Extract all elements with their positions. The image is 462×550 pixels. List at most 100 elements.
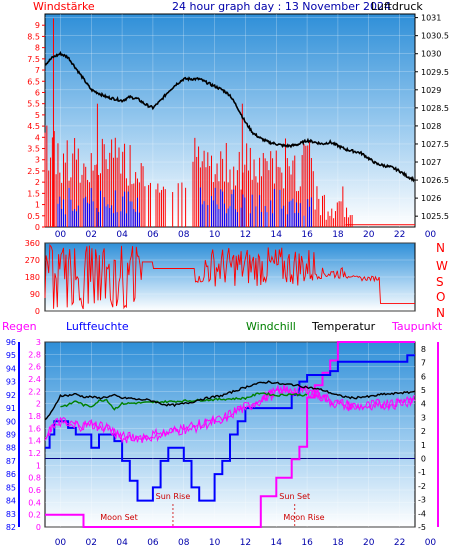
humidity-tick-label: 86 [6,470,16,479]
wind-tick-label: 8.5 [27,32,40,41]
wind-tick-label: 4 [35,133,40,142]
time-tick-label: 12 [240,538,251,548]
direction-tick-label: 90 [30,290,40,299]
time-tick-label: 00 [425,230,437,240]
rain-tick-label: 2.4 [28,375,41,384]
time-tick-label: 20 [363,230,375,240]
temperature-tick-label: 3 [421,413,426,422]
dewpoint-line [44,380,416,421]
pressure-tick-label: 1026.5 [421,176,449,185]
pressure-tick-label: 1026 [421,194,441,203]
temperature-tick-label: 8 [421,345,426,354]
humidity-tick-label: 95 [6,351,16,360]
astro-annotation: Moon Rise [283,513,324,522]
time-tick-label: 10 [209,538,221,548]
rain-tick-label: 2 [36,400,41,409]
time-tick-label: 14 [271,230,283,240]
humidity-line [45,354,415,502]
humidity-tick-label: 83 [6,510,16,519]
astro-annotation: Sun Set [279,492,310,501]
astro-annotation: Sun Rise [156,492,191,501]
direction-tick-label: 0 [35,307,40,316]
wind-pressure-grid [45,14,431,227]
time-tick-label: 22 [394,230,405,240]
humidity-tick-label: 91 [6,404,16,413]
wind-tick-label: 0.5 [27,212,40,221]
rain-tick-label: 3 [36,338,41,347]
wind-tick-label: 1 [35,201,40,210]
wind-tick-label: 0 [35,223,40,232]
temperature-tick-label: 5 [421,386,426,395]
pressure-tick-label: 1028 [421,122,441,131]
humidity-tick-label: 90 [6,417,16,426]
time-tick-label: 08 [178,230,190,240]
temperature-tick-label: -4 [418,509,426,518]
humidity-tick-label: 93 [6,378,16,387]
pressure-tick-label: 1028.5 [421,104,449,113]
wind-tick-label: 3 [35,156,40,165]
time-tick-label: 00 [425,538,437,548]
time-axis-top: 00 02 04 06 08 10 12 14 16 18 20 22 00 [55,230,437,240]
rain-tick-label: 1.6 [28,424,41,433]
pressure-tick-label: 1031 [421,14,441,23]
rain-tick-label: 2.8 [28,350,41,359]
temperature-tick-label: -1 [418,468,426,477]
legend-temperature: Temperatur [311,320,376,333]
wind-tick-label: 9 [35,21,40,30]
time-tick-label: 06 [147,538,159,548]
legend-rain: Regen [2,320,37,333]
pressure-tick-label: 1027.5 [421,140,449,149]
wind-pressure-panel: Windstärke 24 hour graph day : 13 Novemb… [27,0,449,240]
rain-tick-label: 1.4 [28,437,41,446]
temperature-tick-label: -2 [418,482,426,491]
time-tick-label: 18 [332,538,344,548]
pressure-series [44,50,415,183]
time-tick-label: 18 [332,230,344,240]
humidity-tick-label: 84 [6,497,16,506]
compass-label: O [436,290,445,304]
rain-axis: 0 0.2 0.4 0.6 0.8 1 1.2 1.4 1.6 1.8 2 2.2 2.4 2.6 2.8 3 [28,338,41,532]
humidity-tick-label: 85 [6,483,16,492]
rain-tick-label: 0.8 [28,474,41,483]
humidity-tick-label: 82 [6,523,16,532]
temperature-axis: -5 -4 -3 -2 -1 0 1 2 3 4 5 6 7 8 [418,342,439,532]
time-tick-label: 12 [240,230,251,240]
wind-tick-label: 7.5 [27,55,40,64]
wind-tick-label: 7 [35,66,40,75]
chart-title: 24 hour graph day : 13 November 2024 [172,0,391,13]
pressure-line [44,50,415,183]
pressure-tick-label: 1030.5 [421,32,449,41]
temperature-tick-label: -3 [418,496,426,505]
astro-annotations: Moon Set Sun Rise Sun Set Moon Rise [100,492,325,527]
legend-windchill: Windchill [246,320,296,333]
rain-tick-label: 2.6 [28,363,41,372]
time-tick-label: 14 [271,538,283,548]
time-tick-label: 16 [301,230,313,240]
time-tick-label: 00 [55,230,67,240]
rain-tick-label: 0 [36,523,41,532]
temperature-tick-label: 2 [421,427,426,436]
humidity-tick-label: 88 [6,444,16,453]
pressure-tick-label: 1030 [421,50,441,59]
wind-tick-label: 2 [35,178,40,187]
wind-tick-label: 5 [35,111,40,120]
direction-tick-label: 270 [25,256,40,265]
wind-bars [57,187,312,227]
time-axis-bottom: 00 02 04 06 08 10 12 14 16 18 20 22 00 [55,538,437,548]
time-tick-label: 16 [301,538,313,548]
humidity-tick-label: 87 [6,457,16,466]
time-tick-label: 10 [209,230,221,240]
time-tick-label: 02 [86,230,97,240]
temperature-tick-label: 4 [421,400,426,409]
temperature-tick-label: 7 [421,359,426,368]
temperature-tick-label: 6 [421,372,426,381]
humidity-tick-label: 96 [6,338,16,347]
direction-tick-label: 180 [25,273,40,282]
windchill-line-spikes [44,384,416,444]
humidity-tick-label: 94 [6,364,16,373]
rain-tick-label: 0.4 [28,498,41,507]
wind-tick-label: 1.5 [27,189,40,198]
pressure-tick-label: 1029.5 [421,68,449,77]
temperature-tick-label: -5 [418,523,426,532]
time-tick-label: 08 [178,538,190,548]
